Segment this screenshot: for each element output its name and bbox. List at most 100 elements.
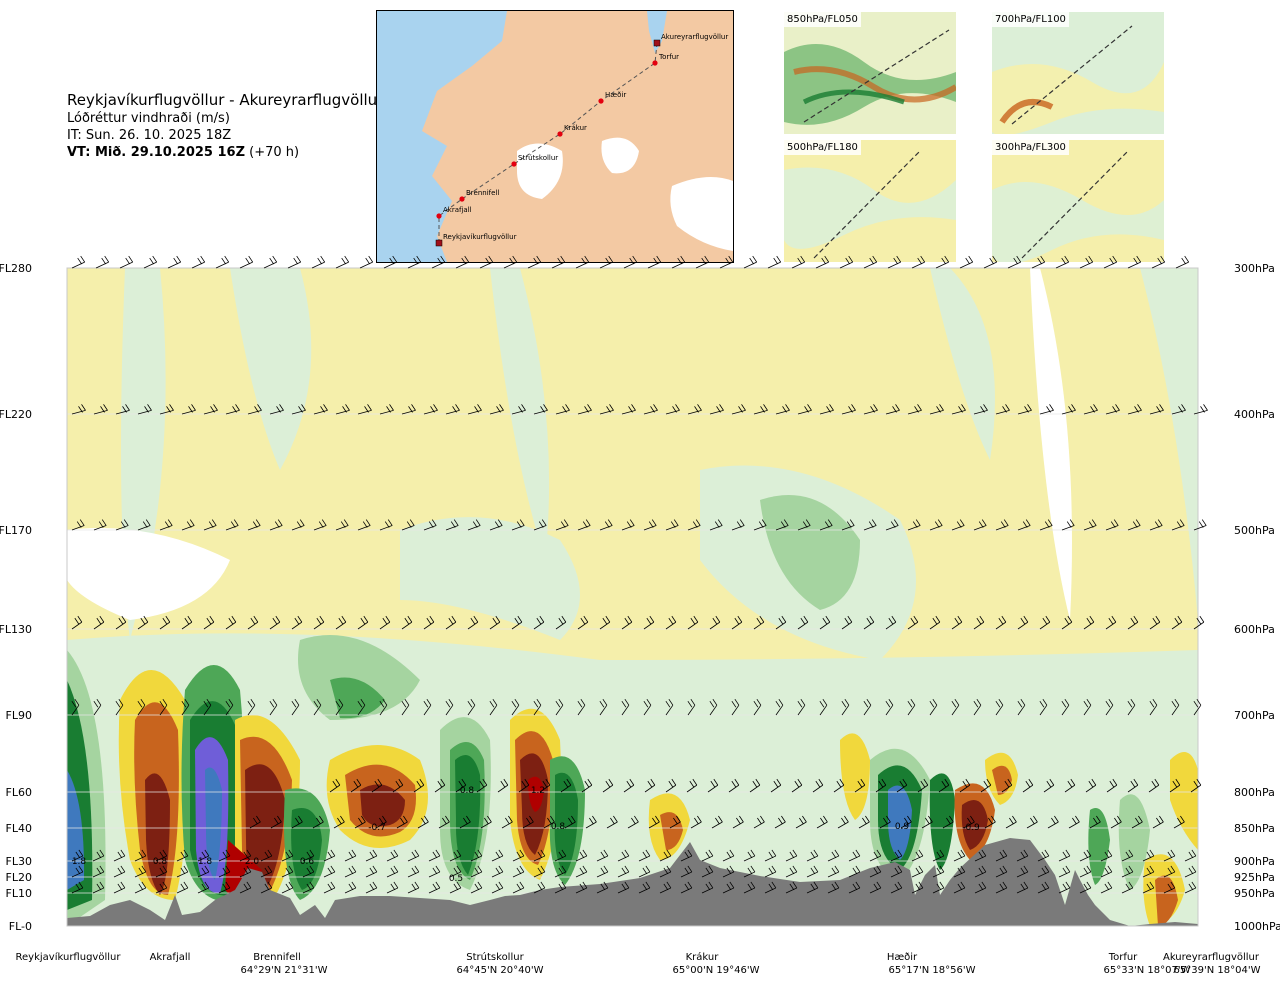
- wind-barb-flag: [466, 815, 471, 823]
- wind-barb-flag: [1157, 519, 1163, 526]
- wind-barb-flag: [656, 255, 662, 263]
- hpa-label: 600hPa: [1234, 623, 1275, 636]
- wind-barb: [379, 621, 391, 630]
- wind-barb: [911, 261, 925, 269]
- wind-barb: [379, 525, 393, 531]
- wind-barb-flag: [797, 700, 803, 708]
- wind-barb-flag: [668, 698, 674, 706]
- value-labels: 1.8 0.8 1.8 2.0 0.6-0.70.8 1.20.80.50.9 -0.9: [72, 786, 980, 884]
- value-label: 0.8: [551, 822, 566, 832]
- value-label: 0.8: [460, 786, 475, 796]
- wind-barb: [599, 409, 614, 415]
- wind-barb-flag: [524, 778, 530, 786]
- wind-barb-flag: [621, 700, 627, 708]
- location-name: Krákur: [686, 951, 720, 963]
- wind-barb-flag: [248, 255, 254, 263]
- wind-barb-flag: [936, 867, 942, 875]
- thumb-300[interactable]: 300hPa/FL300: [992, 140, 1164, 262]
- wind-barb: [1110, 821, 1122, 829]
- value-label: 0.9: [895, 822, 910, 832]
- wind-barb-flag: [1067, 615, 1073, 623]
- wind-barb-flag: [892, 406, 897, 413]
- wind-barb-flag: [802, 815, 807, 823]
- value-label: 0.5: [449, 874, 463, 884]
- wind-barb-flag: [272, 617, 278, 625]
- wind-barb-flag: [1203, 404, 1208, 411]
- thumb-850[interactable]: 850hPa/FL050: [784, 12, 956, 134]
- wind-barb: [313, 409, 328, 415]
- wind-barb: [323, 855, 336, 862]
- wind-barb-flag: [584, 255, 590, 263]
- wind-barb: [1089, 821, 1101, 829]
- wind-barb-flag: [734, 617, 740, 625]
- wind-barb: [743, 871, 756, 878]
- wind-barb-flag: [873, 883, 879, 891]
- wind-barb-flag: [978, 521, 984, 528]
- thumb-500[interactable]: 500hPa/FL180: [784, 140, 956, 262]
- wind-barb: [379, 704, 388, 716]
- wind-barb-flag: [518, 406, 523, 413]
- wind-barb-flag: [147, 404, 152, 411]
- wind-barb-flag: [298, 406, 303, 413]
- wind-barb-flag: [1013, 257, 1019, 265]
- wind-barb-flag: [587, 404, 592, 411]
- wind-barb: [1079, 261, 1093, 269]
- thumb-700[interactable]: 700hPa/FL100: [992, 12, 1164, 134]
- wind-barb-flag: [961, 404, 966, 411]
- wind-barb-flag: [1096, 815, 1101, 823]
- wind-barb-flag: [319, 815, 324, 823]
- wind-barb-flag: [117, 883, 123, 891]
- wind-barb: [134, 855, 147, 862]
- wind-barb: [137, 704, 146, 716]
- map-point-marker: [511, 161, 517, 167]
- wind-barb-flag: [710, 780, 716, 788]
- wind-barb: [291, 821, 303, 829]
- wind-barb-flag: [253, 615, 259, 623]
- wind-barb: [1039, 704, 1048, 716]
- wind-barb-flag: [543, 404, 548, 411]
- wind-barb-flag: [386, 406, 391, 413]
- wind-barb-flag: [558, 851, 564, 859]
- wind-barb: [995, 621, 1007, 630]
- wind-barb-flag: [141, 881, 147, 889]
- wind-barb-flag: [267, 865, 273, 873]
- wind-barb: [879, 821, 891, 829]
- wind-barb-flag: [474, 406, 479, 413]
- wind-barb-flag: [372, 849, 378, 857]
- wind-barb-flag: [1023, 615, 1029, 623]
- wind-barb-flag: [1135, 519, 1141, 526]
- wind-barb: [417, 821, 429, 829]
- wind-barb-flag: [709, 700, 715, 708]
- wind-barb-flag: [773, 780, 779, 788]
- wind-barb-flag: [577, 700, 583, 708]
- wind-barb: [1169, 784, 1181, 793]
- wind-barb: [1190, 784, 1202, 793]
- wind-barb-flag: [897, 881, 903, 889]
- location-name: Strútskollur: [466, 951, 524, 963]
- wind-barb: [973, 704, 982, 716]
- wind-barb-flag: [734, 778, 740, 786]
- hpa-label: 400hPa: [1234, 408, 1275, 421]
- wind-barb: [951, 704, 960, 716]
- wind-barb-flag: [584, 780, 590, 788]
- wind-barb-flag: [800, 255, 806, 263]
- wind-barb-flag: [603, 865, 609, 873]
- wind-barb: [551, 261, 565, 269]
- wind-barb: [1105, 409, 1120, 415]
- wind-barb-flag: [275, 615, 281, 623]
- wind-barb-flag: [581, 257, 587, 265]
- wind-barb-flag: [318, 521, 324, 528]
- value-label: -0.9: [962, 823, 980, 833]
- map-point-marker: [557, 131, 563, 137]
- wind-barb-flag: [470, 617, 476, 625]
- wind-barb-flag: [173, 257, 179, 265]
- wind-barb: [617, 887, 630, 894]
- wind-barb: [470, 855, 483, 862]
- wind-barb-flag: [408, 406, 413, 413]
- wind-barb-flag: [1108, 617, 1114, 625]
- wind-barb-flag: [431, 519, 437, 526]
- wind-barb-flag: [736, 817, 741, 825]
- wind-barb-flag: [348, 851, 354, 859]
- wind-barb-flag: [246, 865, 252, 873]
- wind-barb-flag: [211, 519, 217, 526]
